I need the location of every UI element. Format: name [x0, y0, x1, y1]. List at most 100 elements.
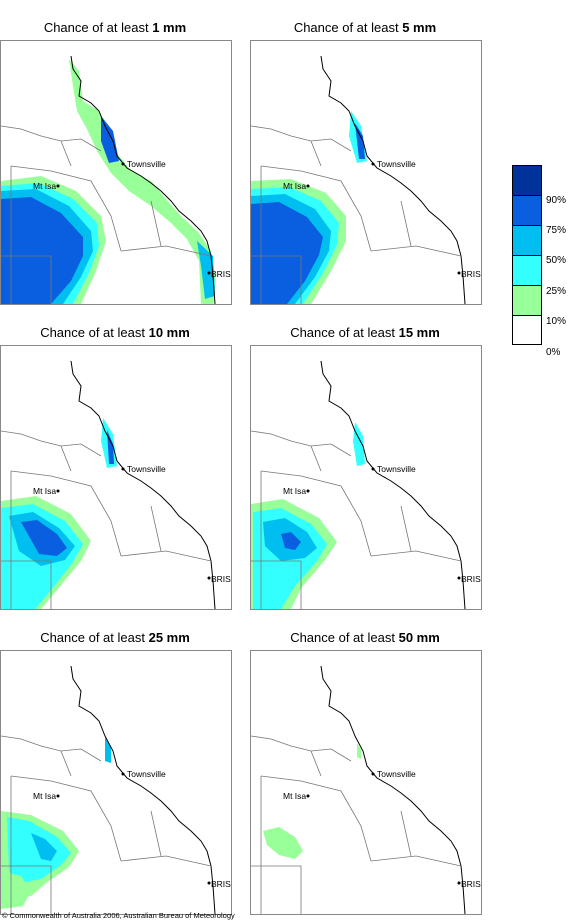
rain-75pct: [21, 520, 67, 556]
bris-dot: [457, 271, 461, 275]
title-threshold: 1 mm: [152, 20, 187, 35]
title-threshold: 10 mm: [148, 325, 190, 340]
label-townsville: Townsville: [127, 464, 166, 474]
title-threshold: 5 mm: [402, 20, 437, 35]
bris-dot: [457, 576, 461, 580]
rain-75pct: [1, 197, 83, 304]
coast-rain: [69, 59, 216, 304]
bris-dot: [207, 271, 211, 275]
title-prefix: Chance of at least: [40, 325, 149, 340]
label-townsville: Townsville: [127, 769, 166, 779]
map-panel-10mm: Townsville Mt Isa BRIS: [0, 345, 232, 610]
map-panel-5mm: Townsville Mt Isa BRIS: [250, 40, 482, 305]
townsville-dot: [371, 467, 375, 471]
map-1mm: Townsville Mt Isa BRIS: [1, 55, 231, 304]
bris-dot: [457, 881, 461, 885]
townsville-dot: [121, 772, 125, 776]
label-bris: BRIS: [211, 574, 231, 584]
bris-dot: [207, 576, 211, 580]
state-borders: [251, 125, 462, 304]
label-bris: BRIS: [461, 879, 481, 889]
legend-swatch: [512, 315, 542, 345]
label-mt-isa: Mt Isa: [33, 791, 56, 801]
label-bris: BRIS: [461, 574, 481, 584]
legend-label-90: 90%: [546, 195, 567, 206]
coast-rain: [105, 737, 111, 763]
legend-label-0: 0%: [546, 347, 561, 358]
legend-colorbar: [512, 165, 542, 345]
title-prefix: Chance of at least: [290, 630, 399, 645]
label-bris: BRIS: [461, 269, 481, 279]
rain-50pct: [31, 833, 57, 861]
label-bris: BRIS: [211, 879, 231, 889]
title-prefix: Chance of at least: [40, 630, 149, 645]
map-panel-25mm: Townsville Mt Isa BRIS: [0, 650, 232, 915]
label-mt-isa: Mt Isa: [283, 486, 306, 496]
coast-rain: [353, 422, 365, 466]
label-bris: BRIS: [211, 269, 231, 279]
label-townsville: Townsville: [127, 159, 166, 169]
townsville-dot: [371, 162, 375, 166]
legend-swatch: [512, 285, 542, 315]
map-25mm: Townsville Mt Isa BRIS: [1, 665, 231, 914]
legend-label-25: 25%: [546, 286, 567, 297]
mt-isa-dot: [306, 794, 310, 798]
rain-10pct: [263, 827, 303, 859]
map-panel-15mm: Townsville Mt Isa BRIS: [250, 345, 482, 610]
coast-outline: [320, 55, 466, 304]
map-50mm: Townsville Mt Isa BRIS: [251, 665, 481, 914]
map-panel-1mm: Townsville Mt Isa BRIS: [0, 40, 232, 305]
coast-outline: [70, 665, 216, 914]
panel-title-25mm: Chance of at least 25 mm: [0, 630, 230, 645]
legend-label-10: 10%: [546, 316, 567, 327]
map-panel-50mm: Townsville Mt Isa BRIS: [250, 650, 482, 915]
rain-low: [1, 871, 31, 909]
mt-isa-dot: [306, 489, 310, 493]
townsville-dot: [121, 467, 125, 471]
panel-title-1mm: Chance of at least 1 mm: [0, 20, 230, 35]
coast-outline: [70, 360, 216, 609]
townsville-dot: [371, 772, 375, 776]
mt-isa-dot: [56, 184, 60, 188]
label-townsville: Townsville: [377, 159, 416, 169]
label-townsville: Townsville: [377, 769, 416, 779]
state-borders: [1, 735, 212, 914]
mt-isa-dot: [56, 794, 60, 798]
legend-label-75: 75%: [546, 225, 567, 236]
panel-title-15mm: Chance of at least 15 mm: [250, 325, 480, 340]
coast-outline: [70, 55, 216, 304]
townsville-dot: [121, 162, 125, 166]
legend-swatch: [512, 195, 542, 225]
title-threshold: 50 mm: [398, 630, 440, 645]
title-prefix: Chance of at least: [293, 20, 403, 35]
coast-outline: [320, 360, 466, 609]
map-5mm: Townsville Mt Isa BRIS: [251, 55, 481, 304]
legend-label-50: 50%: [546, 255, 567, 266]
rain-75pct: [281, 532, 301, 550]
label-mt-isa: Mt Isa: [283, 181, 306, 191]
title-threshold: 25 mm: [148, 630, 190, 645]
panel-title-5mm: Chance of at least 5 mm: [250, 20, 480, 35]
mt-isa-dot: [306, 184, 310, 188]
legend-swatch: [512, 225, 542, 255]
coast-rain: [357, 743, 361, 759]
state-borders: [1, 125, 212, 304]
panel-title-10mm: Chance of at least 10 mm: [0, 325, 230, 340]
coast-rain-blue: [355, 123, 365, 159]
map-15mm: Townsville Mt Isa BRIS: [251, 360, 481, 609]
label-townsville: Townsville: [377, 464, 416, 474]
legend-swatch: [512, 165, 542, 195]
legend-swatch: [512, 255, 542, 285]
state-borders: [1, 430, 212, 609]
title-prefix: Chance of at least: [290, 325, 399, 340]
title-prefix: Chance of at least: [43, 20, 153, 35]
label-mt-isa: Mt Isa: [283, 791, 306, 801]
state-borders: [251, 735, 462, 914]
panel-title-50mm: Chance of at least 50 mm: [250, 630, 480, 645]
copyright-footer: © Commonwealth of Australia 2006, Austra…: [2, 911, 235, 920]
title-threshold: 15 mm: [398, 325, 440, 340]
label-mt-isa: Mt Isa: [33, 181, 56, 191]
coast-outline: [320, 665, 466, 914]
label-mt-isa: Mt Isa: [33, 486, 56, 496]
map-10mm: Townsville Mt Isa BRIS: [1, 360, 231, 609]
